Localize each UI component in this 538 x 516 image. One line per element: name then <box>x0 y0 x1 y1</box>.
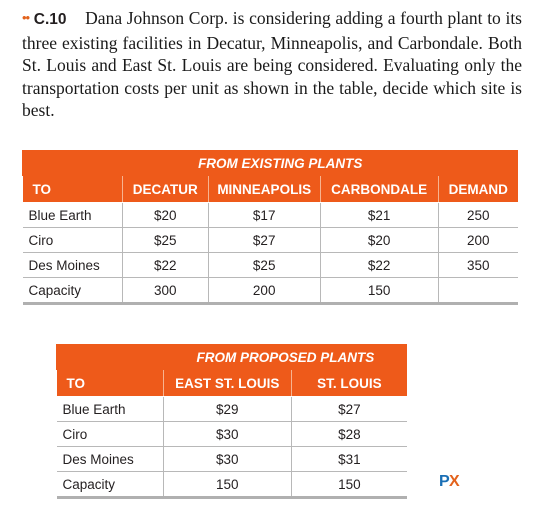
empty-header-cell <box>56 344 164 370</box>
problem-statement: •• C.10 Dana Johnson Corp. is considerin… <box>22 7 522 122</box>
table-cell: $22 <box>319 252 439 278</box>
table-row: Ciro $25 $27 $20 200 <box>22 227 518 253</box>
table-cell: $31 <box>290 446 407 472</box>
table-row: Capacity 150 150 <box>56 471 407 499</box>
column-header: ST. LOUIS <box>290 370 407 397</box>
group-header: FROM PROPOSED PLANTS <box>162 344 407 370</box>
svg-text:X: X <box>449 473 460 490</box>
px-logo-icon: P X <box>439 473 460 490</box>
row-label: Blue Earth <box>22 202 123 228</box>
row-label: Ciro <box>22 227 123 253</box>
table-row: Blue Earth $29 $27 <box>56 396 407 422</box>
row-label: Ciro <box>56 421 164 447</box>
table-cell: 150 <box>162 471 292 499</box>
table-cell: 350 <box>437 252 518 278</box>
table-row: Des Moines $30 $31 <box>56 446 407 472</box>
table-cell: $21 <box>319 202 439 228</box>
column-header: TO <box>56 370 164 397</box>
svg-text:P: P <box>439 473 450 490</box>
group-header: FROM EXISTING PLANTS <box>121 150 439 176</box>
table-cell: 200 <box>207 277 321 305</box>
problem-number: C.10 <box>33 11 67 28</box>
difficulty-dots: •• <box>22 10 30 25</box>
column-header: DECATUR <box>121 176 209 203</box>
column-header: CARBONDALE <box>319 176 439 203</box>
table-cell: 300 <box>121 277 209 305</box>
table-cell: $17 <box>207 202 321 228</box>
row-label: Blue Earth <box>56 396 164 422</box>
table-cell: $20 <box>121 202 209 228</box>
table-cell: 150 <box>290 471 407 499</box>
column-header: DEMAND <box>437 176 518 203</box>
column-header: TO <box>22 176 123 203</box>
table-cell: $28 <box>290 421 407 447</box>
table-cell: $27 <box>207 227 321 253</box>
table-cell: 150 <box>319 277 439 305</box>
table-cell: $25 <box>121 227 209 253</box>
table-cell: $29 <box>162 396 292 422</box>
column-header: MINNEAPOLIS <box>207 176 321 203</box>
table-row: Ciro $30 $28 <box>56 421 407 447</box>
table-row: Des Moines $22 $25 $22 350 <box>22 252 518 278</box>
table-cell: 200 <box>437 227 518 253</box>
table-cell <box>437 277 518 305</box>
table-cell: $30 <box>162 421 292 447</box>
empty-header-cell <box>437 150 518 176</box>
problem-text: Dana Johnson Corp. is considering adding… <box>22 8 522 120</box>
row-label: Des Moines <box>56 446 164 472</box>
table-cell: $30 <box>162 446 292 472</box>
table-cell: $22 <box>121 252 209 278</box>
table-row: Capacity 300 200 150 <box>22 277 518 305</box>
table-cell: 250 <box>437 202 518 228</box>
column-header: EAST ST. LOUIS <box>162 370 292 397</box>
table-cell: $20 <box>319 227 439 253</box>
row-label: Capacity <box>56 471 164 499</box>
table-cell: $27 <box>290 396 407 422</box>
table-cell: $25 <box>207 252 321 278</box>
table-row: Blue Earth $20 $17 $21 250 <box>22 202 518 228</box>
row-label: Des Moines <box>22 252 123 278</box>
row-label: Capacity <box>22 277 123 305</box>
proposed-plants-table: FROM PROPOSED PLANTS TO EAST ST. LOUIS S… <box>56 344 407 499</box>
existing-plants-table: FROM EXISTING PLANTS TO DECATUR MINNEAPO… <box>22 150 518 305</box>
empty-header-cell <box>22 150 123 176</box>
